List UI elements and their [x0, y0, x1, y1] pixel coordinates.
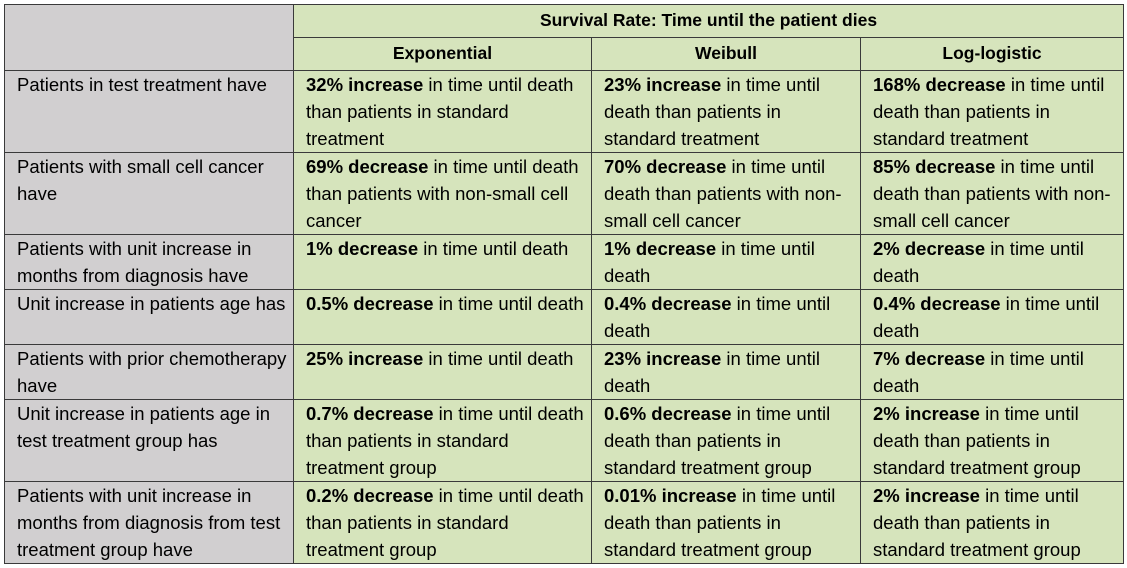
effect-description: in time until death: [418, 238, 569, 259]
effect-value: 23% increase: [604, 74, 722, 95]
table-row: Unit increase in patients age has 0.5% d…: [4, 289, 1124, 345]
table-cell: 69% decrease in time until death than pa…: [293, 152, 592, 235]
table-row: Unit increase in patients age in test tr…: [4, 399, 1124, 482]
effect-description: in time until death than patients with n…: [873, 156, 1111, 231]
effect-value: 69% decrease: [306, 156, 429, 177]
table-cell: 0.5% decrease in time until death: [293, 289, 592, 345]
table-row: Patients in test treatment have 32% incr…: [4, 70, 1124, 153]
effect-value: 1% decrease: [604, 238, 717, 259]
effect-description: in time until death than patients in sta…: [604, 74, 820, 149]
effect-description: in time until death: [873, 293, 1100, 341]
table-cell: 1% decrease in time until death: [293, 234, 592, 290]
table-cell: 0.7% decrease in time until death than p…: [293, 399, 592, 482]
effect-value: 70% decrease: [604, 156, 727, 177]
effect-value: 85% decrease: [873, 156, 996, 177]
effect-value: 0.6% decrease: [604, 403, 732, 424]
table-row: Patients with unit increase in months fr…: [4, 234, 1124, 290]
effect-description: in time until death than patients in sta…: [873, 485, 1081, 560]
corner-cell: [4, 4, 294, 71]
survival-rate-table: Survival Rate: Time until the patient di…: [4, 4, 1124, 564]
effect-value: 0.01% increase: [604, 485, 737, 506]
effect-description: in time until death: [433, 293, 584, 314]
effect-description: in time until death: [423, 348, 574, 369]
effect-value: 168% decrease: [873, 74, 1006, 95]
column-header-weibull: Weibull: [591, 37, 861, 71]
table-cell: 2% increase in time until death than pat…: [860, 399, 1124, 482]
table-cell: 23% increase in time until death: [591, 344, 861, 400]
effect-value: 1% decrease: [306, 238, 419, 259]
table-row: Patients with small cell cancer have 69%…: [4, 152, 1124, 235]
effect-description: in time until death than patients in sta…: [306, 74, 574, 149]
table-cell: 85% decrease in time until death than pa…: [860, 152, 1124, 235]
effect-value: 23% increase: [604, 348, 722, 369]
table-cell: 0.4% decrease in time until death: [591, 289, 861, 345]
effect-description: in time until death than patients in sta…: [873, 74, 1105, 149]
table-cell: 0.4% decrease in time until death: [860, 289, 1124, 345]
effect-description: in time until death: [873, 238, 1084, 286]
table-cell: 23% increase in time until death than pa…: [591, 70, 861, 153]
effect-description: in time until death than patients in sta…: [604, 403, 831, 478]
row-label: Patients with prior chemotherapy have: [4, 344, 294, 400]
effect-value: 2% decrease: [873, 238, 986, 259]
effect-description: in time until death than patients in sta…: [604, 485, 836, 560]
effect-value: 2% increase: [873, 403, 980, 424]
effect-description: in time until death: [604, 348, 820, 396]
table-cell: 0.2% decrease in time until death than p…: [293, 481, 592, 564]
table-cell: 7% decrease in time until death: [860, 344, 1124, 400]
effect-value: 0.7% decrease: [306, 403, 434, 424]
row-label: Unit increase in patients age in test tr…: [4, 399, 294, 482]
effect-description: in time until death than patients in sta…: [306, 485, 584, 560]
table-row: Patients with unit increase in months fr…: [4, 481, 1124, 564]
column-header-exponential: Exponential: [293, 37, 592, 71]
effect-description: in time until death: [604, 293, 831, 341]
effect-description: in time until death than patients in sta…: [873, 403, 1081, 478]
table-row: Patients with prior chemotherapy have 25…: [4, 344, 1124, 400]
effect-value: 25% increase: [306, 348, 424, 369]
effect-description: in time until death than patients with n…: [306, 156, 579, 231]
table-cell: 168% decrease in time until death than p…: [860, 70, 1124, 153]
table-cell: 32% increase in time until death than pa…: [293, 70, 592, 153]
effect-value: 7% decrease: [873, 348, 986, 369]
table-cell: 0.01% increase in time until death than …: [591, 481, 861, 564]
row-label: Patients with unit increase in months fr…: [4, 234, 294, 290]
row-label: Patients in test treatment have: [4, 70, 294, 153]
row-label: Unit increase in patients age has: [4, 289, 294, 345]
table-cell: 70% decrease in time until death than pa…: [591, 152, 861, 235]
row-label: Patients with unit increase in months fr…: [4, 481, 294, 564]
table-title: Survival Rate: Time until the patient di…: [293, 4, 1124, 38]
effect-value: 0.5% decrease: [306, 293, 434, 314]
table-cell: 25% increase in time until death: [293, 344, 592, 400]
table-cell: 1% decrease in time until death: [591, 234, 861, 290]
column-header-log-logistic: Log-logistic: [860, 37, 1124, 71]
row-label: Patients with small cell cancer have: [4, 152, 294, 235]
effect-value: 0.4% decrease: [604, 293, 732, 314]
table-cell: 2% decrease in time until death: [860, 234, 1124, 290]
effect-description: in time until death: [604, 238, 815, 286]
table-cell: 2% increase in time until death than pat…: [860, 481, 1124, 564]
effect-description: in time until death than patients with n…: [604, 156, 842, 231]
effect-description: in time until death: [873, 348, 1084, 396]
effect-value: 32% increase: [306, 74, 424, 95]
table-cell: 0.6% decrease in time until death than p…: [591, 399, 861, 482]
effect-value: 0.4% decrease: [873, 293, 1001, 314]
effect-description: in time until death than patients in sta…: [306, 403, 584, 478]
effect-value: 2% increase: [873, 485, 980, 506]
effect-value: 0.2% decrease: [306, 485, 434, 506]
